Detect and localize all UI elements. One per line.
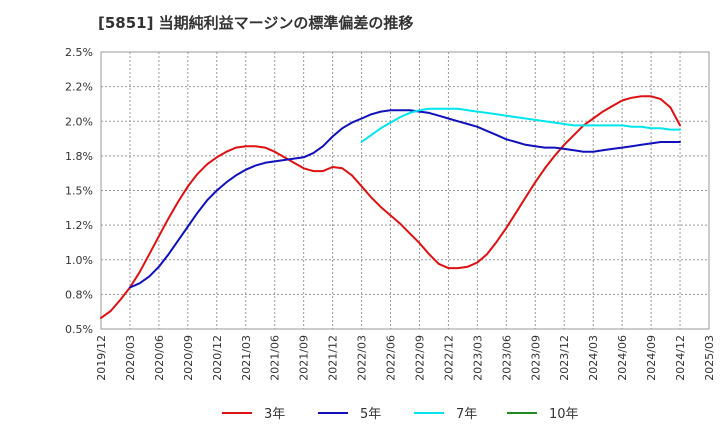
x-tick-label: 2020/12	[211, 335, 224, 381]
y-tick-label: 2.0%	[65, 115, 93, 128]
legend-label: 5年	[360, 407, 381, 422]
x-tick-label: 2023/09	[529, 335, 542, 381]
y-tick-label: 2.2%	[65, 81, 93, 94]
legend: 3年 5年 7年 10年	[222, 407, 579, 422]
legend-label: 3年	[264, 407, 285, 422]
y-tick-label: 1.0%	[65, 254, 93, 267]
x-tick-label: 2020/06	[153, 335, 166, 381]
x-tick-label: 2023/03	[471, 335, 484, 381]
x-tick-label: 2021/06	[269, 335, 282, 381]
y-tick-label: 0.5%	[65, 323, 93, 336]
x-tick-label: 2022/09	[413, 335, 426, 381]
x-tick-label: 2025/03	[703, 335, 716, 381]
x-tick-label: 2019/12	[95, 335, 108, 381]
legend-label: 7年	[456, 407, 477, 422]
series-line-7年	[360, 107, 681, 143]
x-tick-label: 2022/03	[356, 335, 369, 381]
x-tick-label: 2020/03	[124, 335, 137, 381]
x-tick-label: 2024/06	[616, 335, 629, 381]
series-line-5年	[129, 109, 681, 289]
y-tick-label: 1.2%	[65, 219, 93, 232]
x-tick-label: 2022/12	[442, 335, 455, 381]
series-lines	[100, 95, 681, 319]
x-tick-label: 2024/12	[674, 335, 687, 381]
grid	[100, 51, 710, 330]
y-axis-ticks: 0.5% 0.8% 1.0% 1.2% 1.5% 1.8% 2.0% 2.2% 2.5%	[65, 46, 93, 336]
x-tick-label: 2023/12	[558, 335, 571, 381]
x-tick-label: 2021/03	[240, 335, 253, 381]
y-tick-label: 2.5%	[65, 46, 93, 59]
x-tick-label: 2023/06	[500, 335, 513, 381]
legend-label: 10年	[549, 407, 579, 422]
x-tick-label: 2024/03	[587, 335, 600, 381]
x-tick-label: 2022/06	[385, 335, 398, 381]
y-tick-label: 0.8%	[65, 288, 93, 301]
x-axis-ticks: 2019/12 2020/03 2020/06 2020/09 2020/12 2021/…	[95, 335, 716, 381]
y-tick-label: 1.8%	[65, 150, 93, 163]
x-tick-label: 2024/09	[645, 335, 658, 381]
y-tick-label: 1.5%	[65, 185, 93, 198]
x-tick-label: 2020/09	[182, 335, 195, 381]
x-tick-label: 2021/12	[327, 335, 340, 381]
chart-title: [5851] 当期純利益マージンの標準偏差の推移	[98, 14, 414, 32]
x-tick-label: 2021/09	[298, 335, 311, 381]
